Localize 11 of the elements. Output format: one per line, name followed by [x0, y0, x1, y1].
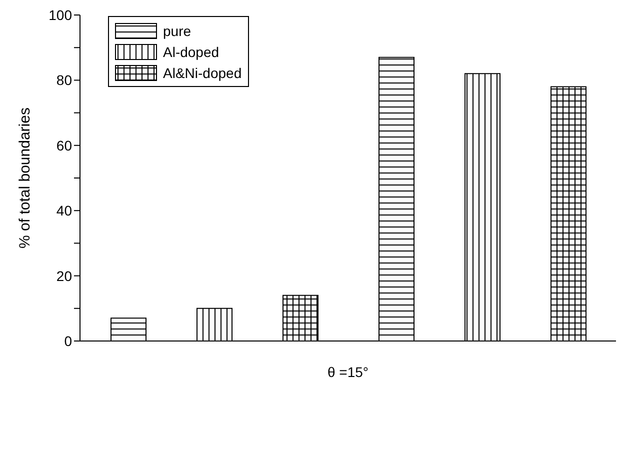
- y-axis-title: % of total boundaries: [16, 108, 34, 248]
- y-tick-label: 60: [56, 137, 72, 154]
- y-tick-label: 100: [48, 6, 72, 23]
- legend-label: pure: [163, 22, 192, 38]
- y-tick-label: 80: [56, 72, 72, 88]
- y-tick-label: 0: [64, 332, 72, 349]
- legend-label: Al-doped: [163, 44, 220, 60]
- x-axis-title: θ =15°: [327, 364, 369, 380]
- legend-label: Al&Ni-doped: [163, 64, 242, 80]
- y-tick-label: 20: [56, 268, 72, 284]
- y-tick-label: 40: [56, 202, 72, 219]
